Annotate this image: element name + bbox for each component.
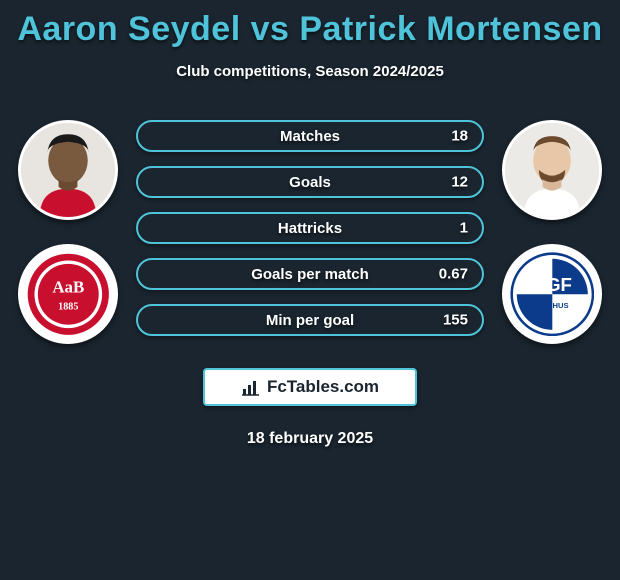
svg-text:AGF: AGF <box>532 274 571 295</box>
left-club-crest: AaB 1885 <box>18 244 118 344</box>
right-player-column: AGF AARHUS <box>500 120 604 344</box>
avatar-placeholder-icon <box>21 123 115 217</box>
stat-row-min-per-goal: Min per goal 155 <box>136 304 484 336</box>
left-player-avatar <box>18 120 118 220</box>
svg-text:AaB: AaB <box>52 277 84 296</box>
right-club-crest: AGF AARHUS <box>502 244 602 344</box>
stat-label: Goals <box>289 174 331 191</box>
svg-text:1885: 1885 <box>58 301 78 312</box>
page-title: Aaron Seydel vs Patrick Mortensen <box>0 10 620 49</box>
stat-value-right: 155 <box>443 312 468 329</box>
bar-chart-icon <box>241 377 261 397</box>
stat-row-goals-per-match: Goals per match 0.67 <box>136 258 484 290</box>
page-subtitle: Club competitions, Season 2024/2025 <box>0 63 620 80</box>
stat-row-hattricks: Hattricks 1 <box>136 212 484 244</box>
stat-row-matches: Matches 18 <box>136 120 484 152</box>
main-row: AaB 1885 Matches 18 Goals 12 Hattricks 1… <box>0 120 620 344</box>
brand-box[interactable]: FcTables.com <box>203 368 417 406</box>
avatar-placeholder-icon <box>505 123 599 217</box>
stat-value-right: 18 <box>451 128 468 145</box>
stats-column: Matches 18 Goals 12 Hattricks 1 Goals pe… <box>136 120 484 336</box>
stat-label: Goals per match <box>251 266 369 283</box>
stat-value-right: 1 <box>460 220 468 237</box>
stat-value-right: 0.67 <box>439 266 468 283</box>
brand-label: FcTables.com <box>267 377 379 397</box>
crest-right-icon: AGF AARHUS <box>510 252 595 337</box>
svg-text:AARHUS: AARHUS <box>536 301 569 310</box>
crest-left-icon: AaB 1885 <box>26 252 111 337</box>
right-player-avatar <box>502 120 602 220</box>
stat-row-goals: Goals 12 <box>136 166 484 198</box>
stat-label: Hattricks <box>278 220 342 237</box>
comparison-card: Aaron Seydel vs Patrick Mortensen Club c… <box>0 0 620 448</box>
stat-value-right: 12 <box>451 174 468 191</box>
stat-label: Matches <box>280 128 340 145</box>
left-player-column: AaB 1885 <box>16 120 120 344</box>
stat-label: Min per goal <box>266 312 354 329</box>
date-label: 18 february 2025 <box>0 430 620 448</box>
